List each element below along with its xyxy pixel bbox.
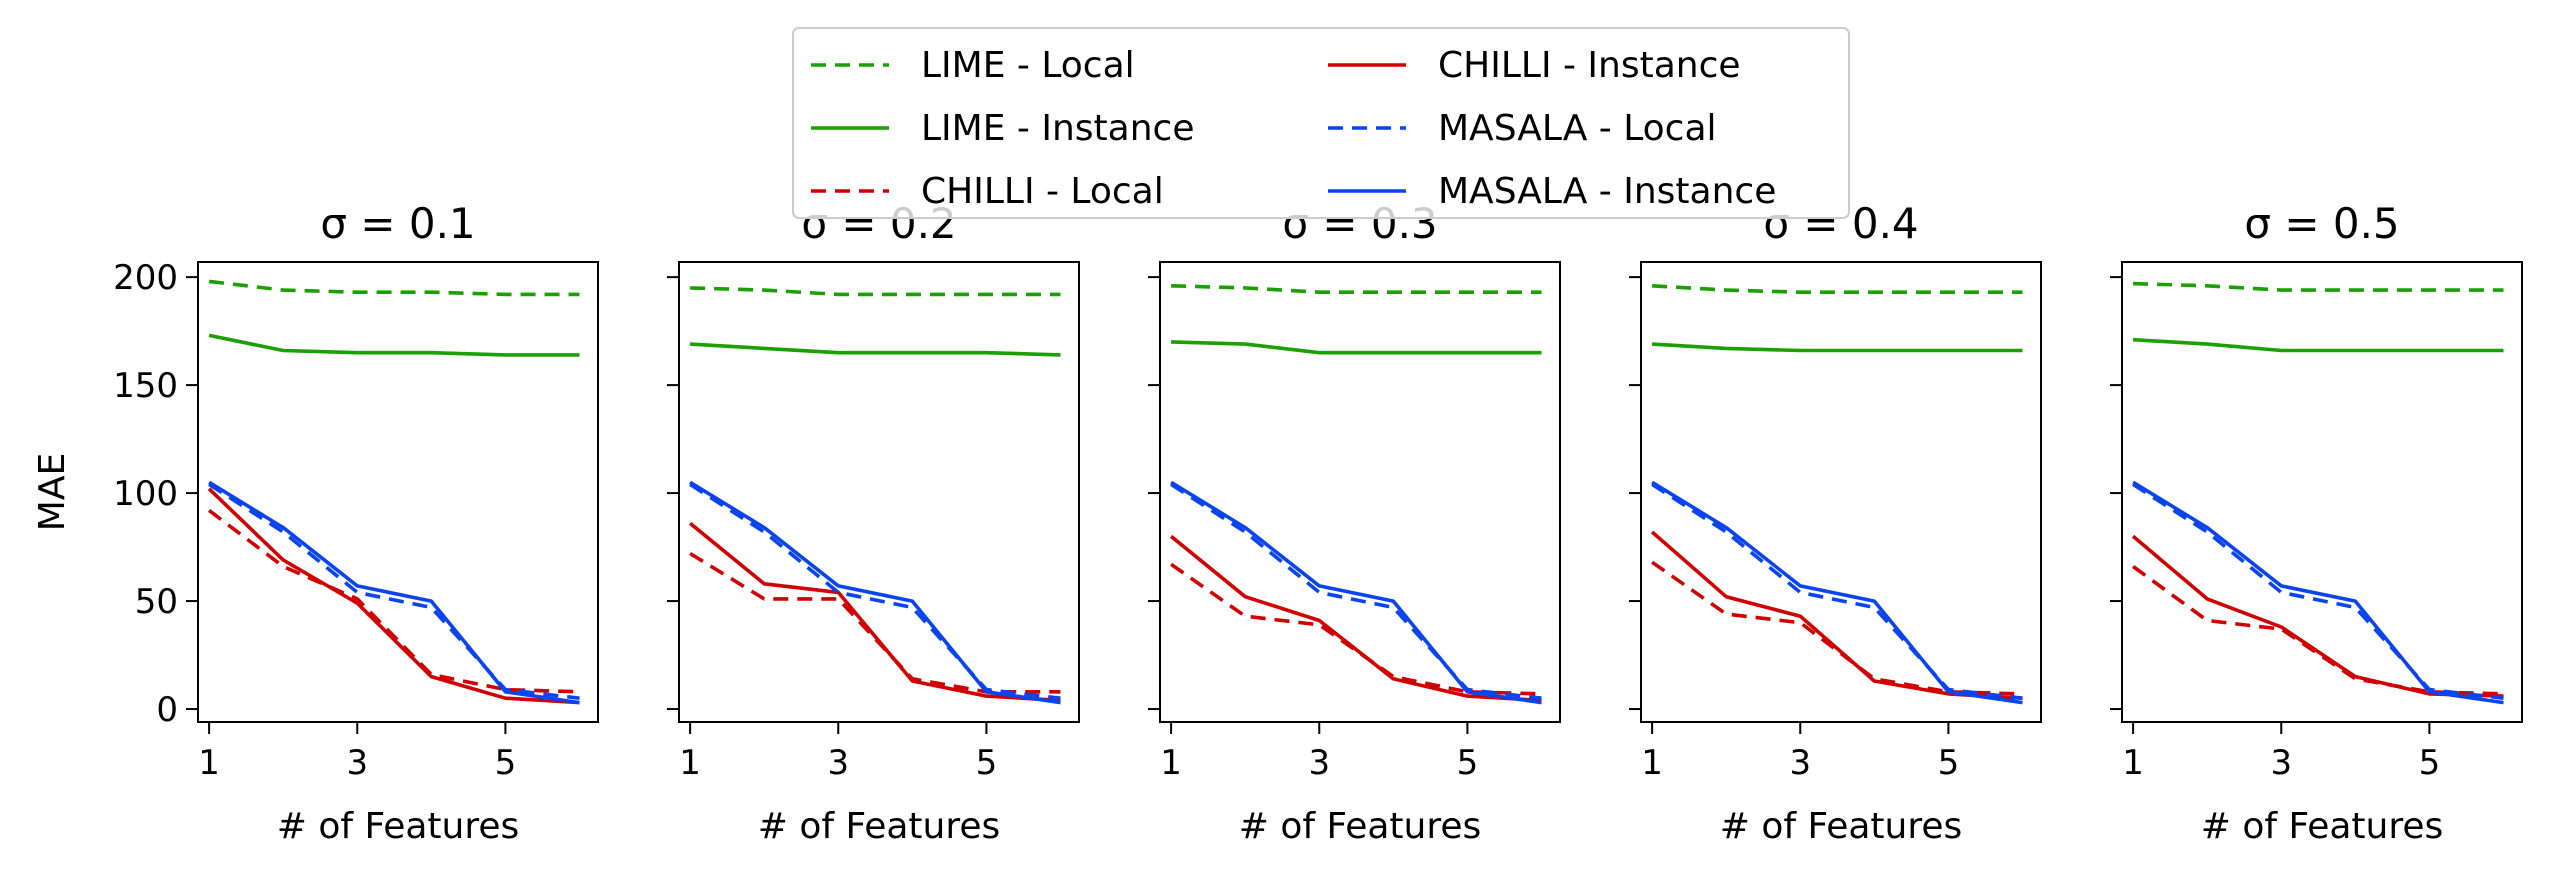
panel-title: σ = 0.1 [320,199,475,248]
x-tick-label: 3 [1308,743,1330,783]
x-axis-label: # of Features [1239,806,1482,847]
legend-entry-chilli-local: CHILLI - Local [811,171,1164,212]
legend-entry-masala-instance: MASALA - Instance [1328,171,1776,212]
x-axis-label: # of Features [758,806,1001,847]
series-line-lime-local [1171,284,1542,295]
series-line-lime-local [690,286,1061,297]
axes-frame [2121,261,2523,723]
series-line-masala-instance [689,480,1061,705]
series-line-lime-local [1651,284,2023,295]
panel-1: 0 50 100 150 200 1 3 5 # of Features MAE σ = 0.1 [32,199,599,847]
y-tick-label: 50 [135,582,178,622]
series-line-lime-instance [689,342,1061,357]
y-tick-label: 100 [113,474,178,514]
legend-box [792,27,1850,219]
y-tick-label: 0 [156,690,178,730]
series-line-chilli-instance [2131,534,2504,698]
x-tick-label: 5 [2419,743,2441,783]
y-tick-label: 150 [113,366,178,406]
series-line-chilli-instance [1169,534,1542,703]
series-line-masala-local [689,482,1061,700]
x-tick-label: 1 [1160,743,1182,783]
panels: 0 50 100 150 200 1 3 5 # of Features MAE σ = 0.1 1 3… [32,199,2523,847]
series-line-lime-instance [1171,340,1542,355]
legend: LIME - Local LIME - Instance CHILLI - Loca… [792,27,1850,219]
axes-frame [678,261,1080,723]
legend-label: CHILLI - Instance [1438,45,1741,86]
x-tick-label: 1 [2122,743,2144,783]
series-line-masala-instance [1170,480,1542,705]
series-line-lime-instance [208,333,580,357]
legend-label: LIME - Local [921,45,1135,86]
series-line-chilli-instance [207,487,580,705]
series-line-lime-local [208,279,580,297]
series-line-chilli-local [2132,565,2504,696]
x-axis-label: # of Features [1720,806,1963,847]
panel-title: σ = 0.5 [2244,199,2399,248]
series-line-chilli-local [208,508,580,694]
legend-entry-chilli-instance: CHILLI - Instance [1328,45,1741,86]
x-tick-label: 5 [1938,743,1960,783]
legend-entry-lime-instance: LIME - Instance [811,108,1194,149]
legend-label: CHILLI - Local [921,171,1164,212]
panel-5: 1 3 5 # of Features σ = 0.5 [2110,199,2523,847]
x-tick-label: 3 [346,743,368,783]
series-line-masala-local [2132,482,2504,700]
x-axis-label: # of Features [2201,806,2444,847]
series-line-chilli-instance [1650,530,2023,700]
series-line-chilli-instance [688,521,1061,703]
axes-frame [1159,261,1561,723]
series-line-masala-instance [2132,480,2504,705]
legend-label: LIME - Instance [921,108,1194,149]
x-tick-label: 5 [976,743,998,783]
x-tick-label: 3 [2270,743,2292,783]
legend-label: MASALA - Local [1438,108,1717,149]
legend-entry-masala-local: MASALA - Local [1328,108,1717,149]
x-tick-label: 5 [495,743,517,783]
x-tick-label: 3 [827,743,849,783]
series-line-masala-local [1170,482,1542,700]
x-tick-label: 1 [679,743,701,783]
x-tick-label: 3 [1789,743,1811,783]
x-tick-label: 1 [198,743,220,783]
series-line-lime-instance [1651,342,2023,353]
legend-label: MASALA - Instance [1438,171,1776,212]
x-axis-label: # of Features [277,806,520,847]
series-line-lime-local [2133,281,2504,292]
series-line-masala-instance [1651,480,2023,705]
y-tick-label: 200 [113,258,178,298]
x-tick-label: 5 [1457,743,1479,783]
series-line-masala-local [1651,482,2023,700]
series-line-chilli-local [689,551,1061,694]
series-line-masala-instance [208,480,580,705]
axes-frame [1640,261,2042,723]
y-axis-label: MAE [32,453,73,531]
x-tick-label: 1 [1641,743,1663,783]
legend-entry-lime-local: LIME - Local [811,45,1135,86]
series-line-lime-instance [2132,337,2504,353]
series-line-masala-local [208,482,580,700]
axes-frame [197,261,599,723]
